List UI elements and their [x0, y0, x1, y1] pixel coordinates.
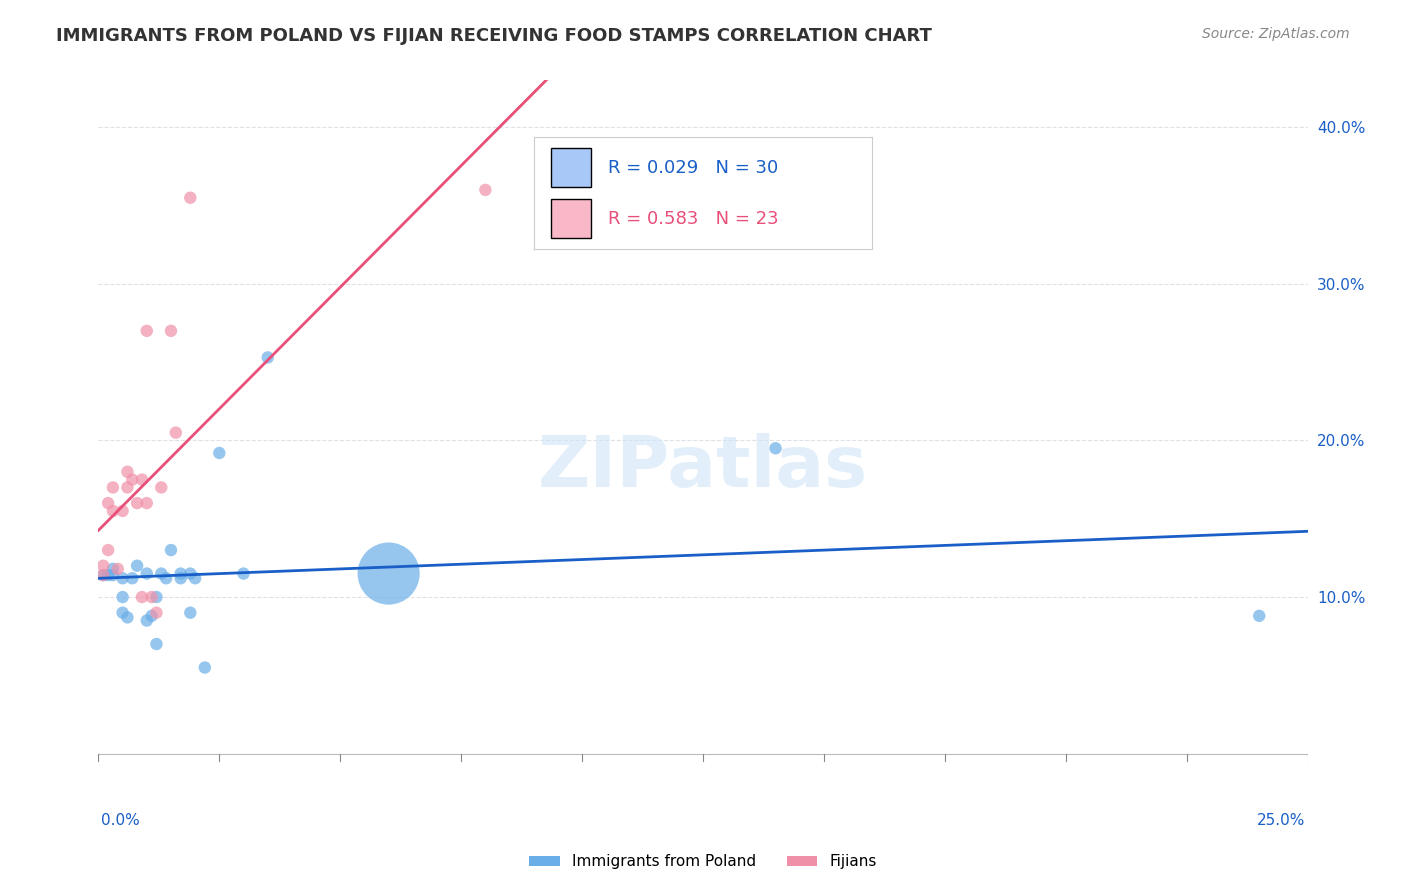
Point	[179, 606, 201, 620]
Point	[160, 543, 183, 558]
Point	[208, 446, 231, 460]
Point	[111, 606, 134, 620]
Point	[194, 660, 217, 674]
Text: IMMIGRANTS FROM POLAND VS FIJIAN RECEIVING FOOD STAMPS CORRELATION CHART: IMMIGRANTS FROM POLAND VS FIJIAN RECEIVI…	[56, 27, 932, 45]
Point	[117, 480, 139, 494]
Point	[160, 324, 183, 338]
Point	[145, 637, 167, 651]
Point	[107, 562, 129, 576]
Point	[256, 351, 278, 365]
Text: Source: ZipAtlas.com: Source: ZipAtlas.com	[1202, 27, 1350, 41]
Point	[111, 504, 134, 518]
Point	[131, 473, 153, 487]
Point	[101, 562, 124, 576]
Point	[101, 504, 124, 518]
Point	[141, 608, 163, 623]
Point	[150, 480, 173, 494]
Point	[101, 568, 124, 582]
Point	[117, 465, 139, 479]
Point	[184, 571, 207, 585]
Point	[111, 571, 134, 585]
Point	[135, 496, 157, 510]
Point	[135, 566, 157, 581]
Point	[765, 442, 787, 456]
Point	[169, 566, 191, 581]
Text: 0.0%: 0.0%	[101, 814, 141, 828]
Point	[145, 590, 167, 604]
Point	[150, 566, 173, 581]
Point	[145, 606, 167, 620]
Point	[97, 543, 120, 558]
Point	[179, 191, 201, 205]
Point	[165, 425, 187, 440]
Point	[121, 473, 143, 487]
Point	[474, 183, 496, 197]
Point	[135, 614, 157, 628]
Point	[179, 566, 201, 581]
Point	[155, 571, 177, 585]
Point	[377, 566, 399, 581]
Point	[1249, 608, 1271, 623]
Text: 25.0%: 25.0%	[1257, 814, 1305, 828]
Point	[127, 558, 149, 573]
Point	[97, 568, 120, 582]
Point	[91, 568, 114, 582]
Text: ZIPatlas: ZIPatlas	[538, 434, 868, 502]
Point	[101, 480, 124, 494]
Point	[97, 496, 120, 510]
Legend: Immigrants from Poland, Fijians: Immigrants from Poland, Fijians	[523, 848, 883, 875]
Point	[135, 324, 157, 338]
Point	[91, 568, 114, 582]
Point	[91, 558, 114, 573]
Point	[141, 590, 163, 604]
Point	[131, 590, 153, 604]
Point	[127, 496, 149, 510]
Point	[117, 610, 139, 624]
Point	[111, 590, 134, 604]
Point	[169, 571, 191, 585]
Point	[121, 571, 143, 585]
Point	[232, 566, 254, 581]
